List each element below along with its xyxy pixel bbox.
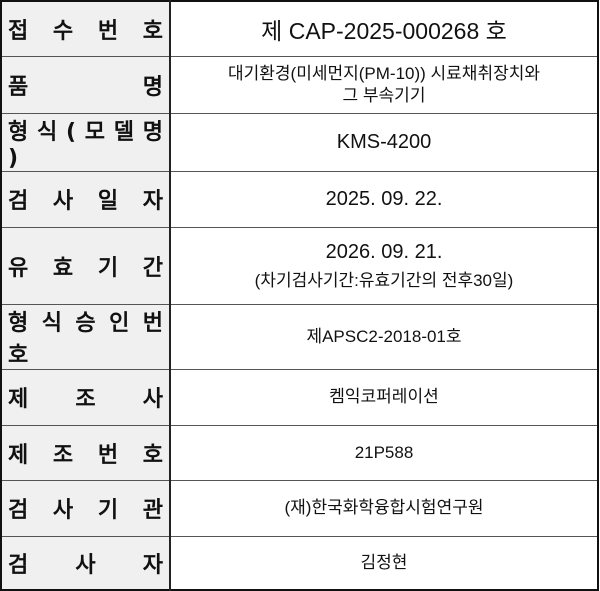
value-receipt-number: 제 CAP-2025-000268 호	[169, 0, 599, 57]
row-inspector: 검 사 자 김정현	[0, 535, 599, 591]
value-approval-number: 제APSC2-2018-01호	[169, 303, 599, 370]
label-product-name: 품 명	[0, 55, 171, 114]
product-name-line1: 대기환경(미세먼지(PM-10)) 시료채취장치와	[227, 63, 541, 83]
row-product-name: 품 명 대기환경(미세먼지(PM-10)) 시료채취장치와 그 부속기기	[0, 55, 599, 114]
value-inspection-agency: (재)한국화학융합시험연구원	[169, 479, 599, 537]
label-receipt-number: 접 수 번 호	[0, 0, 171, 57]
valid-until-date: 2026. 09. 21.	[325, 240, 443, 263]
label-approval-number: 형 식 승 인 번 호	[0, 303, 171, 370]
label-manufacturer: 제 조 사	[0, 368, 171, 426]
value-inspection-date: 2025. 09. 22.	[169, 170, 599, 228]
row-serial-number: 제 조 번 호 21P588	[0, 424, 599, 481]
value-product-name: 대기환경(미세먼지(PM-10)) 시료채취장치와 그 부속기기	[169, 55, 599, 114]
row-approval-number: 형 식 승 인 번 호 제APSC2-2018-01호	[0, 303, 599, 370]
row-inspection-agency: 검 사 기 관 (재)한국화학융합시험연구원	[0, 479, 599, 537]
value-inspector: 김정현	[169, 535, 599, 591]
row-manufacturer: 제 조 사 켐익코퍼레이션	[0, 368, 599, 426]
row-valid-until: 유 효 기 간 2026. 09. 21. (차기검사기간:유효기간의 전후30…	[0, 226, 599, 305]
label-serial-number: 제 조 번 호	[0, 424, 171, 481]
label-inspection-agency: 검 사 기 관	[0, 479, 171, 537]
value-serial-number: 21P588	[169, 424, 599, 481]
row-receipt-number: 접 수 번 호 제 CAP-2025-000268 호	[0, 0, 599, 57]
label-inspection-date: 검 사 일 자	[0, 170, 171, 228]
label-valid-until: 유 효 기 간	[0, 226, 171, 305]
label-model: 형 식 ( 모 델 명 )	[0, 112, 171, 172]
product-name-line2: 그 부속기기	[342, 85, 426, 105]
value-model: KMS-4200	[169, 112, 599, 172]
row-model: 형 식 ( 모 델 명 ) KMS-4200	[0, 112, 599, 172]
value-manufacturer: 켐익코퍼레이션	[169, 368, 599, 426]
value-valid-until: 2026. 09. 21. (차기검사기간:유효기간의 전후30일)	[169, 226, 599, 305]
valid-until-note: (차기검사기간:유효기간의 전후30일)	[254, 270, 514, 290]
row-inspection-date: 검 사 일 자 2025. 09. 22.	[0, 170, 599, 228]
label-inspector: 검 사 자	[0, 535, 171, 591]
